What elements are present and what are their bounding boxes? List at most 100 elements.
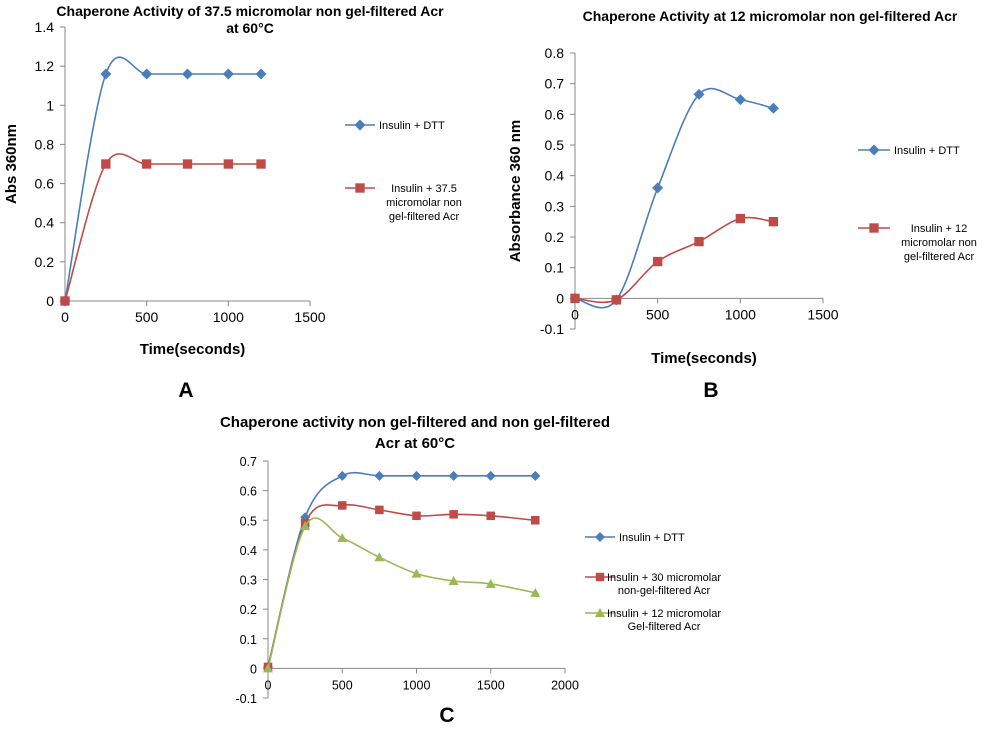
data-point-square bbox=[570, 293, 580, 304]
data-point-triangle bbox=[300, 521, 311, 531]
data-point-square bbox=[611, 295, 622, 305]
y-tick-label: 0.1 bbox=[545, 260, 565, 276]
y-tick-label: 0.3 bbox=[240, 574, 257, 588]
data-point-diamond bbox=[141, 68, 153, 80]
data-point-square bbox=[141, 159, 152, 169]
legend-label: gel-filtered Acr bbox=[389, 211, 460, 223]
y-axis-label: Abs 360nm bbox=[3, 124, 20, 204]
x-tick-label: 1000 bbox=[725, 306, 756, 322]
data-point-diamond bbox=[448, 470, 459, 481]
legend-label: Insulin + DTT bbox=[379, 120, 445, 132]
data-point-triangle bbox=[530, 587, 541, 597]
data-point-square bbox=[531, 516, 540, 525]
y-tick-label: 0.1 bbox=[240, 633, 257, 647]
legend-label: Insulin + 37.5 bbox=[391, 183, 457, 195]
data-point-diamond bbox=[652, 182, 664, 194]
y-tick-label: 0.5 bbox=[545, 137, 565, 153]
legend-label: Insulin + DTT bbox=[619, 532, 685, 544]
x-tick-label: 500 bbox=[135, 309, 159, 325]
data-point-square bbox=[256, 159, 266, 169]
data-point-square bbox=[768, 216, 779, 227]
y-tick-label: 0.7 bbox=[545, 76, 565, 92]
x-tick-label: 1000 bbox=[213, 309, 244, 325]
data-point-diamond bbox=[182, 68, 193, 80]
x-tick-label: 0 bbox=[571, 306, 579, 322]
legend-label: Insulin + 12 bbox=[911, 223, 968, 235]
x-tick-label: 0 bbox=[61, 309, 69, 325]
data-point-triangle bbox=[337, 533, 348, 543]
legend-marker-diamond bbox=[868, 144, 880, 156]
data-point-diamond bbox=[767, 102, 779, 114]
data-point-diamond bbox=[374, 470, 385, 481]
data-point-diamond bbox=[222, 68, 234, 80]
legend-label: Gel-filtered Acr bbox=[628, 621, 701, 633]
y-tick-label: 0.6 bbox=[35, 176, 55, 192]
data-point-diamond bbox=[693, 88, 705, 100]
data-point-square bbox=[735, 213, 746, 224]
x-tick-label: 0 bbox=[265, 678, 272, 692]
y-tick-label: 0.2 bbox=[545, 229, 565, 245]
legend-label: Insulin + 30 micromolar bbox=[607, 572, 721, 584]
legend-label: micromolar non bbox=[386, 197, 462, 209]
y-tick-label: 0.4 bbox=[240, 544, 257, 558]
chart-title-line: Chaperone Activity of 37.5 micromolar no… bbox=[56, 3, 444, 19]
y-tick-label: 1.4 bbox=[35, 19, 55, 35]
chart-panel-b bbox=[569, 52, 890, 330]
legend-marker-diamond bbox=[595, 532, 605, 542]
legend-label: micromolar non bbox=[901, 237, 977, 249]
data-point-triangle bbox=[411, 568, 422, 578]
data-point-square bbox=[652, 256, 663, 267]
chart-panel-a bbox=[59, 26, 375, 307]
y-tick-label: -0.1 bbox=[540, 321, 564, 337]
x-tick-label: 500 bbox=[646, 306, 670, 322]
x-tick-label: 1500 bbox=[294, 309, 325, 325]
chart-title-line: at 60°C bbox=[226, 20, 274, 36]
chart-title-line: Chaperone Activity at 12 micromolar non … bbox=[583, 8, 958, 24]
x-tick-label: 1500 bbox=[477, 678, 505, 692]
y-tick-label: 0 bbox=[46, 293, 54, 309]
series-line bbox=[64, 153, 261, 302]
y-tick-label: 0.7 bbox=[240, 455, 257, 469]
panel-letter: A bbox=[178, 379, 193, 402]
data-point-square bbox=[182, 159, 193, 169]
series-line bbox=[267, 517, 536, 669]
data-point-diamond bbox=[485, 470, 496, 481]
y-tick-label: 0.2 bbox=[35, 254, 55, 270]
series-line bbox=[574, 216, 774, 304]
data-point-square bbox=[412, 511, 421, 521]
series-line bbox=[267, 471, 536, 668]
y-tick-label: 0.8 bbox=[545, 45, 565, 61]
data-point-diamond bbox=[100, 68, 112, 80]
y-tick-label: 0.4 bbox=[35, 215, 55, 231]
legend-marker-square bbox=[869, 223, 879, 233]
data-point-triangle bbox=[374, 552, 385, 562]
x-tick-label: 2000 bbox=[551, 678, 579, 692]
y-axis-label: Absorbance 360 nm bbox=[507, 120, 524, 263]
data-point-diamond bbox=[255, 68, 267, 80]
data-point-square bbox=[101, 159, 111, 169]
legend-label: gel-filtered Acr bbox=[904, 251, 975, 263]
y-tick-label: 0.8 bbox=[35, 136, 55, 152]
y-tick-label: 1 bbox=[46, 97, 54, 113]
legend-marker-triangle bbox=[595, 608, 605, 617]
legend-label: Insulin + DTT bbox=[894, 145, 960, 157]
data-point-diamond bbox=[337, 470, 348, 481]
x-tick-label: 1500 bbox=[807, 306, 838, 322]
chart-panel-c bbox=[263, 460, 615, 699]
legend-marker-diamond bbox=[354, 119, 366, 131]
data-point-diamond bbox=[734, 94, 746, 106]
legend-marker-square bbox=[355, 183, 365, 193]
y-tick-label: 0 bbox=[556, 290, 564, 306]
y-tick-label: 0.2 bbox=[240, 603, 257, 617]
data-point-square bbox=[375, 505, 384, 515]
legend-label: Insulin + 12 micromolar bbox=[607, 608, 721, 620]
y-tick-label: 0.3 bbox=[545, 198, 565, 214]
y-tick-label: 1.2 bbox=[35, 58, 55, 74]
chart-title-line: Chaperone activity non gel-filtered and … bbox=[220, 414, 610, 431]
data-point-square bbox=[694, 236, 704, 247]
x-axis-label: Time(seconds) bbox=[140, 341, 246, 358]
y-tick-label: 0.5 bbox=[240, 514, 257, 528]
data-point-diamond bbox=[530, 470, 541, 481]
x-tick-label: 1000 bbox=[403, 678, 431, 692]
